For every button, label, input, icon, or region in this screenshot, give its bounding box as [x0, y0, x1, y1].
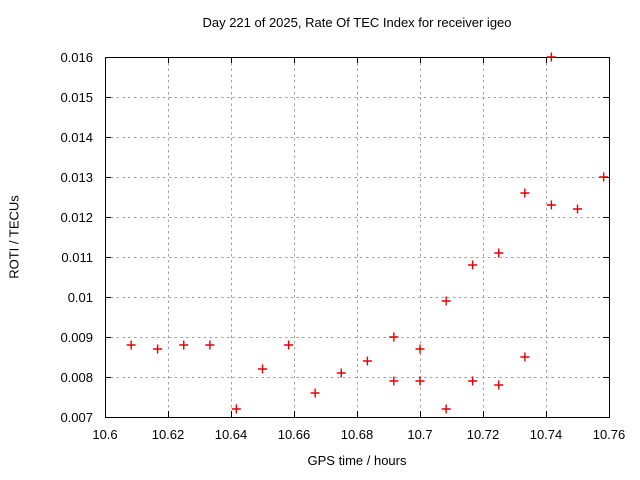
- data-point-marker: [415, 344, 425, 354]
- data-point-marker: [468, 376, 478, 386]
- y-tick-label: 0.012: [60, 209, 93, 225]
- data-point-marker: [205, 340, 215, 350]
- data-point-marker: [494, 380, 504, 390]
- data-point-marker: [362, 356, 372, 366]
- x-tick-label: 10.72: [466, 427, 500, 442]
- x-tick-label: 10.6: [92, 427, 118, 442]
- data-point-marker: [389, 376, 399, 386]
- data-point-marker: [231, 404, 241, 414]
- x-tick-label: 10.62: [151, 427, 185, 442]
- y-tick-label: 0.009: [60, 329, 93, 345]
- data-point-marker: [520, 352, 530, 362]
- data-point-marker: [520, 188, 530, 198]
- x-tick-label: 10.76: [592, 427, 626, 442]
- data-point-marker: [389, 332, 399, 342]
- x-axis-title: GPS time / hours: [307, 453, 407, 468]
- data-point-marker: [336, 368, 346, 378]
- data-point-marker: [415, 376, 425, 386]
- plot-border: [105, 57, 610, 418]
- y-tick-label: 0.016: [60, 49, 93, 65]
- data-point-marker: [546, 200, 556, 210]
- data-point-marker: [441, 404, 451, 414]
- y-tick-label: 0.01: [67, 289, 93, 305]
- x-tick-label: 10.68: [340, 427, 374, 442]
- data-point-marker: [258, 364, 267, 374]
- y-tick-label: 0.014: [60, 129, 93, 145]
- y-tick-label: 0.011: [61, 249, 93, 265]
- y-tick-label: 0.013: [60, 169, 93, 185]
- data-point-marker: [284, 340, 294, 350]
- data-point-marker: [310, 388, 320, 398]
- data-point-marker: [494, 248, 504, 258]
- data-point-marker: [441, 296, 451, 306]
- y-tick-label: 0.015: [60, 89, 93, 105]
- data-point-marker: [468, 260, 478, 270]
- x-tick-label: 10.74: [529, 427, 563, 442]
- data-point-marker: [573, 204, 582, 214]
- data-point-marker: [599, 172, 609, 182]
- data-point-marker: [179, 340, 189, 350]
- data-point-marker: [546, 52, 556, 62]
- x-tick-label: 10.66: [277, 427, 311, 442]
- chart-title: Day 221 of 2025, Rate Of TEC Index for r…: [202, 15, 512, 30]
- data-point-marker: [153, 344, 163, 354]
- x-tick-label: 10.7: [407, 427, 433, 442]
- y-tick-label: 0.008: [60, 369, 93, 385]
- x-tick-label: 10.64: [214, 427, 248, 442]
- y-tick-label: 0.007: [60, 409, 93, 425]
- data-point-marker: [126, 340, 136, 350]
